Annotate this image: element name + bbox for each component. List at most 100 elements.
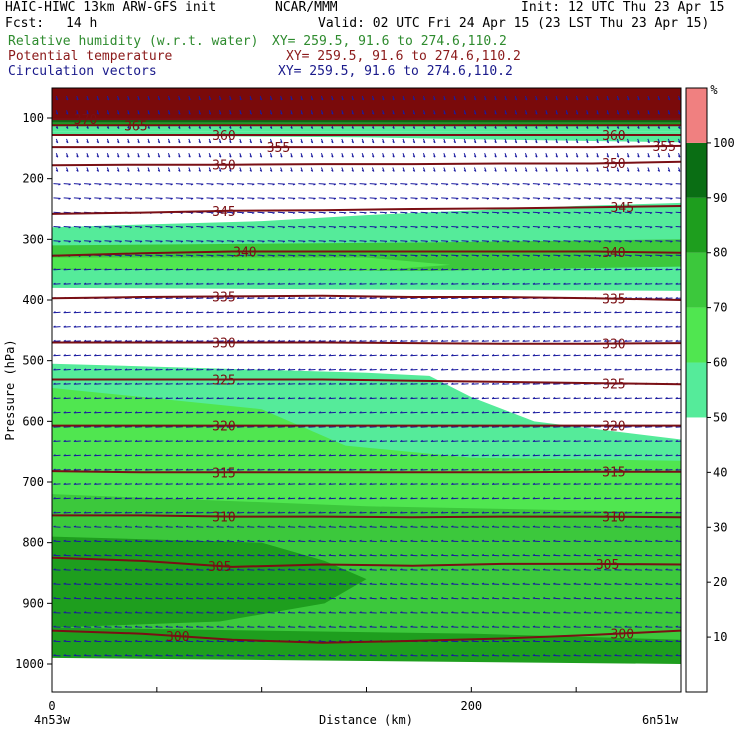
circulation-vector bbox=[451, 240, 459, 243]
circulation-vector bbox=[216, 482, 224, 485]
circulation-vector bbox=[553, 568, 561, 571]
circulation-vector bbox=[94, 568, 102, 571]
circulation-vector bbox=[247, 325, 255, 328]
circulation-vector bbox=[369, 625, 377, 628]
circulation-vector bbox=[422, 167, 426, 172]
circulation-vector bbox=[247, 411, 255, 414]
circulation-vector bbox=[349, 311, 357, 314]
circulation-vector bbox=[53, 325, 61, 328]
circulation-vector bbox=[247, 511, 255, 514]
circulation-vector bbox=[430, 325, 438, 328]
circulation-vector bbox=[400, 497, 408, 500]
circulation-vector bbox=[634, 611, 642, 614]
circulation-vector bbox=[563, 339, 571, 342]
circulation-vector bbox=[420, 183, 428, 186]
circulation-vector bbox=[359, 539, 367, 542]
circulation-vector bbox=[522, 654, 530, 657]
circulation-vector bbox=[389, 339, 398, 342]
circulation-vector bbox=[675, 482, 681, 485]
circulation-vector bbox=[440, 339, 449, 342]
circulation-vector bbox=[614, 497, 622, 500]
circulation-vector bbox=[226, 183, 235, 186]
circulation-vector bbox=[249, 110, 252, 115]
circulation-vector bbox=[287, 468, 296, 471]
circulation-vector bbox=[522, 282, 530, 285]
circulation-vector bbox=[512, 554, 520, 557]
circulation-vector bbox=[65, 153, 69, 158]
circulation-vector bbox=[237, 226, 245, 229]
circulation-vector bbox=[247, 240, 255, 243]
circulation-vector bbox=[593, 639, 602, 643]
circulation-vector bbox=[134, 497, 143, 500]
circulation-vector bbox=[145, 454, 153, 457]
circulation-vector bbox=[267, 497, 275, 500]
circulation-vector bbox=[175, 254, 184, 257]
theta-contour-350 bbox=[52, 160, 681, 167]
circulation-vector bbox=[471, 282, 479, 285]
circulation-vector bbox=[165, 511, 173, 514]
circulation-vector bbox=[165, 654, 173, 657]
y-tick-label: 300 bbox=[22, 232, 44, 246]
circulation-vector bbox=[308, 525, 316, 528]
circulation-vector bbox=[196, 382, 204, 385]
circulation-vector bbox=[402, 167, 405, 172]
circulation-vector bbox=[453, 138, 456, 144]
circulation-vector bbox=[573, 511, 581, 514]
circulation-vector bbox=[461, 439, 469, 442]
circulation-vector bbox=[379, 382, 387, 385]
circulation-vector bbox=[675, 454, 681, 457]
circulation-vector bbox=[257, 439, 265, 442]
circulation-vector bbox=[229, 110, 232, 115]
circulation-vector bbox=[430, 596, 438, 600]
circulation-vector bbox=[155, 654, 163, 657]
circulation-vector bbox=[512, 339, 520, 342]
circulation-vector bbox=[453, 167, 456, 172]
circulation-vector bbox=[155, 454, 163, 457]
circulation-vector bbox=[512, 568, 520, 571]
circulation-vector bbox=[83, 354, 92, 357]
circulation-vector bbox=[624, 497, 632, 500]
circulation-vector bbox=[563, 468, 571, 471]
circulation-vector bbox=[604, 511, 612, 514]
circulation-vector bbox=[512, 282, 520, 285]
circulation-vector bbox=[573, 226, 581, 229]
circulation-vector bbox=[542, 625, 551, 628]
circulation-vector bbox=[247, 539, 255, 542]
circulation-vector bbox=[410, 282, 418, 285]
circulation-vector bbox=[76, 138, 79, 144]
circulation-vector bbox=[328, 325, 336, 328]
circulation-vector bbox=[522, 482, 530, 485]
circulation-vector bbox=[379, 482, 387, 485]
circulation-vector bbox=[644, 482, 653, 485]
circulation-vector bbox=[420, 511, 428, 514]
circulation-vector bbox=[359, 525, 367, 528]
circulation-vector bbox=[137, 95, 140, 101]
circulation-vector bbox=[512, 539, 520, 542]
circulation-vector bbox=[341, 153, 344, 158]
circulation-vector bbox=[247, 354, 255, 357]
circulation-vector bbox=[542, 582, 551, 585]
circulation-vector bbox=[583, 582, 591, 585]
circulation-vector bbox=[461, 211, 469, 215]
circulation-vector bbox=[196, 354, 204, 357]
circulation-vector bbox=[257, 411, 265, 414]
circulation-vector bbox=[298, 396, 306, 400]
circulation-vector bbox=[637, 153, 640, 158]
circulation-vector bbox=[634, 554, 642, 557]
circulation-vector bbox=[277, 311, 285, 314]
circulation-vector bbox=[216, 311, 224, 314]
colorbar-label: 40 bbox=[713, 465, 727, 479]
circulation-vector bbox=[491, 325, 500, 328]
circulation-vector bbox=[430, 554, 438, 557]
circulation-vector bbox=[573, 539, 581, 542]
circulation-vector bbox=[165, 268, 173, 271]
circulation-vector bbox=[318, 411, 326, 414]
circulation-vector bbox=[257, 339, 265, 342]
circulation-vector bbox=[675, 226, 681, 229]
circulation-vector bbox=[481, 568, 489, 571]
circulation-vector bbox=[553, 439, 561, 442]
circulation-vector bbox=[532, 611, 540, 614]
circulation-vector bbox=[53, 497, 61, 500]
circulation-vector bbox=[532, 554, 540, 557]
circulation-vector bbox=[471, 211, 479, 215]
